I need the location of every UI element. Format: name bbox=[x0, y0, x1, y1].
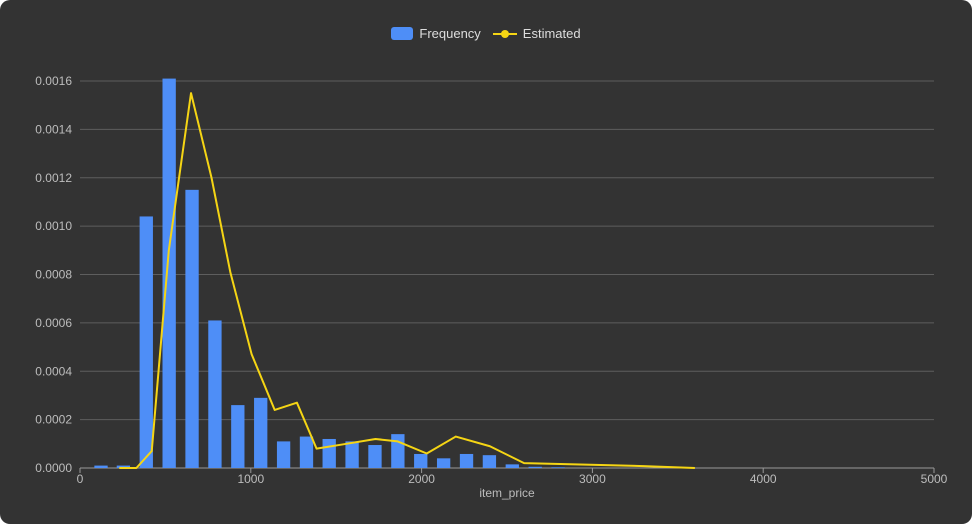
frequency-bar[interactable] bbox=[162, 78, 176, 469]
frequency-bar[interactable] bbox=[139, 216, 153, 468]
legend-swatch-estimated bbox=[492, 27, 517, 40]
frequency-bar[interactable] bbox=[94, 465, 108, 468]
frequency-bar[interactable] bbox=[116, 465, 131, 468]
frequency-bar[interactable] bbox=[528, 466, 542, 468]
frequency-bars bbox=[94, 78, 565, 469]
x-tick-label: 1000 bbox=[237, 472, 264, 486]
frequency-bar[interactable] bbox=[231, 405, 245, 468]
y-tick-label: 0.0004 bbox=[35, 364, 72, 378]
legend-item-estimated[interactable]: Estimated bbox=[492, 25, 581, 41]
legend-label-frequency: Frequency bbox=[419, 25, 481, 41]
frequency-bar[interactable] bbox=[322, 438, 336, 468]
legend-label-estimated: Estimated bbox=[522, 25, 581, 41]
frequency-bar[interactable] bbox=[368, 445, 382, 468]
y-axis-ticks: 0.0000 0.0002 0.0004 0.0006 0.0008 0.0010 0.00… bbox=[35, 74, 72, 475]
x-axis-title: item_price bbox=[479, 486, 535, 500]
estimated-series-line[interactable] bbox=[119, 92, 695, 469]
x-tick-label: 3000 bbox=[579, 472, 606, 486]
frequency-bar[interactable] bbox=[208, 320, 222, 468]
x-tick-label: 2000 bbox=[408, 472, 435, 486]
y-tick-label: 0.0006 bbox=[35, 316, 72, 330]
y-tick-label: 0.0000 bbox=[35, 461, 72, 475]
legend-item-frequency[interactable]: Frequency bbox=[391, 25, 481, 41]
frequency-bar[interactable] bbox=[551, 467, 565, 468]
frequency-bar[interactable] bbox=[391, 434, 405, 468]
y-tick-label: 0.0014 bbox=[35, 122, 72, 136]
frequency-bar[interactable] bbox=[276, 441, 291, 468]
estimated-line bbox=[119, 92, 695, 469]
x-tick-label: 5000 bbox=[921, 472, 948, 486]
y-tick-label: 0.0012 bbox=[35, 171, 72, 185]
frequency-bar[interactable] bbox=[459, 453, 474, 468]
legend-swatch-frequency bbox=[391, 26, 414, 40]
x-tick-label: 0 bbox=[77, 472, 84, 486]
y-tick-label: 0.0010 bbox=[35, 219, 72, 233]
chart-legend: Frequency Estimated bbox=[0, 24, 972, 42]
frequency-bar[interactable] bbox=[414, 453, 428, 468]
grid-lines bbox=[80, 80, 934, 469]
y-tick-label: 0.0008 bbox=[35, 268, 72, 282]
x-axis-ticks: 0 1000 2000 3000 4000 5000 bbox=[77, 468, 948, 486]
y-tick-label: 0.0016 bbox=[35, 74, 72, 88]
x-tick-label: 4000 bbox=[750, 472, 777, 486]
frequency-bar[interactable] bbox=[505, 464, 519, 468]
frequency-bar[interactable] bbox=[254, 397, 268, 468]
y-tick-label: 0.0002 bbox=[35, 413, 72, 427]
frequency-bar[interactable] bbox=[345, 441, 359, 468]
frequency-bar[interactable] bbox=[436, 458, 451, 468]
frequency-bar[interactable] bbox=[185, 189, 199, 468]
frequency-bar[interactable] bbox=[299, 436, 314, 468]
frequency-bar[interactable] bbox=[482, 455, 497, 468]
